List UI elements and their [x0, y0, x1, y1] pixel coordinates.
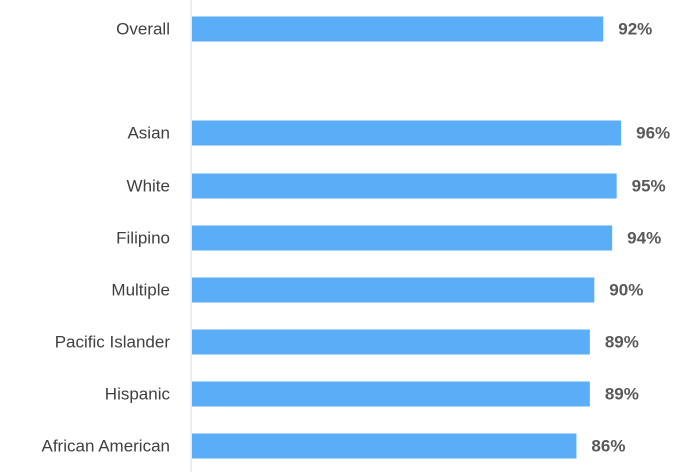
bar-pacific-islander — [192, 329, 590, 355]
category-label-filipino: Filipino — [116, 229, 170, 248]
value-label-african-american: 86% — [591, 437, 625, 456]
bars-group — [192, 16, 622, 459]
bar-filipino — [192, 225, 613, 251]
bar-asian — [192, 120, 622, 146]
bar-hispanic — [192, 381, 590, 407]
value-label-asian: 96% — [636, 124, 670, 143]
value-labels-group: 92% 96% 95% 94% 90% 89% 89% 86% — [591, 20, 670, 456]
value-label-multiple: 90% — [609, 281, 643, 300]
bar-multiple — [192, 277, 595, 303]
value-label-hispanic: 89% — [605, 385, 639, 404]
category-labels-group: Overall Asian White Filipino Multiple Pacific… — [42, 20, 171, 456]
bar-african-american — [192, 433, 577, 459]
category-label-african-american: African American — [42, 437, 171, 456]
category-label-overall: Overall — [116, 20, 170, 39]
value-label-pacific-islander: 89% — [605, 333, 639, 352]
category-label-white: White — [127, 177, 170, 196]
value-label-white: 95% — [632, 177, 666, 196]
value-label-filipino: 94% — [627, 229, 661, 248]
value-label-overall: 92% — [618, 20, 652, 39]
bar-white — [192, 173, 617, 199]
category-label-multiple: Multiple — [111, 281, 170, 300]
category-label-hispanic: Hispanic — [105, 385, 171, 404]
bar-overall — [192, 16, 604, 42]
category-label-asian: Asian — [127, 124, 170, 143]
category-label-pacific-islander: Pacific Islander — [55, 333, 171, 352]
